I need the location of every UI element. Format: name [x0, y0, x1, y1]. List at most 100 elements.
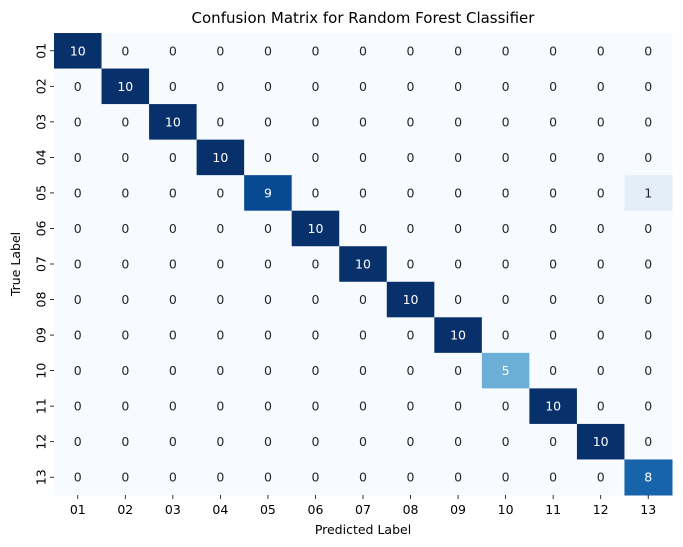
- cell-value-label: 0: [311, 43, 319, 58]
- heatmap-cell: [434, 68, 483, 105]
- heatmap-cell: [339, 459, 388, 496]
- cell-value-label: 0: [311, 185, 319, 200]
- cell-value-label: 0: [264, 363, 272, 378]
- x-tick-label: 10: [498, 502, 514, 517]
- y-tick-label: 10: [34, 363, 49, 379]
- x-tick-label: 03: [165, 502, 181, 517]
- cell-value-label: 0: [216, 79, 224, 94]
- heatmap-cell: [196, 352, 245, 389]
- heatmap-cell: [529, 459, 578, 496]
- heatmap-cell: [386, 388, 435, 425]
- cell-value-label: 0: [502, 185, 510, 200]
- heatmap-cell: [339, 388, 388, 425]
- heatmap-cell: [291, 317, 340, 354]
- cell-value-label: 0: [359, 79, 367, 94]
- heatmap-cell: [529, 33, 578, 70]
- cell-value-label: 0: [407, 150, 415, 165]
- heatmap-cell: [576, 139, 625, 176]
- heatmap-cell: [291, 352, 340, 389]
- cell-value-label: 0: [597, 257, 605, 272]
- cell-value-label: 0: [169, 363, 177, 378]
- heatmap-cell: [624, 210, 673, 247]
- heatmap-cell: [624, 423, 673, 460]
- cell-value-label: 0: [644, 328, 652, 343]
- chart-title: Confusion Matrix for Random Forest Class…: [192, 9, 536, 27]
- cell-value-label: 0: [359, 328, 367, 343]
- heatmap-cell: [101, 317, 150, 354]
- cell-value-label: 0: [549, 470, 557, 485]
- cell-value-label: 0: [169, 79, 177, 94]
- cell-value-label: 10: [212, 150, 228, 165]
- heatmap-cell: [101, 175, 150, 212]
- cell-value-label: 10: [70, 43, 86, 58]
- cell-value-label: 0: [597, 43, 605, 58]
- heatmap-cell: [339, 423, 388, 460]
- heatmap-cell: [386, 210, 435, 247]
- x-tick-label: 01: [70, 502, 86, 517]
- x-tick-label: 06: [308, 502, 324, 517]
- cell-value-label: 0: [549, 150, 557, 165]
- cell-value-label: 0: [216, 221, 224, 236]
- heatmap-cell: [149, 139, 198, 176]
- cell-value-label: 10: [117, 79, 133, 94]
- cell-value-label: 0: [454, 434, 462, 449]
- cell-value-label: 0: [216, 257, 224, 272]
- heatmap-cell: [54, 423, 103, 460]
- heatmap-cell: [434, 423, 483, 460]
- cell-value-label: 0: [644, 363, 652, 378]
- cell-value-label: 0: [74, 150, 82, 165]
- heatmap-cell: [434, 139, 483, 176]
- cell-value-label: 0: [264, 114, 272, 129]
- cell-value-label: 0: [264, 434, 272, 449]
- cell-value-label: 0: [121, 328, 129, 343]
- cell-value-label: 0: [311, 328, 319, 343]
- heatmap-cell: [149, 388, 198, 425]
- cell-value-label: 0: [454, 292, 462, 307]
- cell-value-label: 0: [454, 43, 462, 58]
- y-tick-label: 01: [34, 43, 49, 59]
- cell-value-label: 0: [216, 470, 224, 485]
- cell-value-label: 0: [264, 79, 272, 94]
- heatmap-cell: [481, 281, 530, 318]
- cell-value-label: 0: [264, 150, 272, 165]
- heatmap-cell: [101, 104, 150, 141]
- heatmap-cell: [576, 33, 625, 70]
- cell-value-label: 0: [549, 434, 557, 449]
- heatmap-cell: [529, 175, 578, 212]
- y-tick-label: 07: [34, 256, 49, 272]
- heatmap-cell: [624, 139, 673, 176]
- heatmap-cell: [481, 423, 530, 460]
- cell-value-label: 0: [597, 399, 605, 414]
- cell-value-label: 0: [121, 399, 129, 414]
- heatmap-cell: [54, 175, 103, 212]
- cell-value-label: 10: [355, 257, 371, 272]
- cell-value-label: 5: [502, 363, 510, 378]
- heatmap-cell: [576, 281, 625, 318]
- heatmap-cell: [54, 33, 103, 70]
- cell-value-label: 0: [359, 434, 367, 449]
- cell-value-label: 0: [359, 292, 367, 307]
- heatmap-cell: [196, 139, 245, 176]
- heatmap-cell: [54, 352, 103, 389]
- x-tick-label: 05: [260, 502, 276, 517]
- heatmap-cell: [386, 33, 435, 70]
- heatmap-cell: [624, 104, 673, 141]
- heatmap-cell: [386, 281, 435, 318]
- heatmap-cell: [529, 281, 578, 318]
- cell-value-label: 0: [264, 221, 272, 236]
- heatmap-cell: [244, 352, 293, 389]
- cell-value-label: 0: [359, 221, 367, 236]
- cell-value-label: 0: [407, 470, 415, 485]
- heatmap-cell: [529, 68, 578, 105]
- heatmap-cell: [481, 139, 530, 176]
- cell-value-label: 0: [311, 470, 319, 485]
- cell-value-label: 10: [593, 434, 609, 449]
- cell-value-label: 0: [169, 221, 177, 236]
- heatmap-cell: [386, 139, 435, 176]
- heatmap-cell: [481, 246, 530, 283]
- heatmap-cell: [481, 175, 530, 212]
- heatmap-cell: [576, 317, 625, 354]
- cell-value-label: 0: [597, 470, 605, 485]
- heatmap-cell: [244, 423, 293, 460]
- cell-value-label: 0: [311, 399, 319, 414]
